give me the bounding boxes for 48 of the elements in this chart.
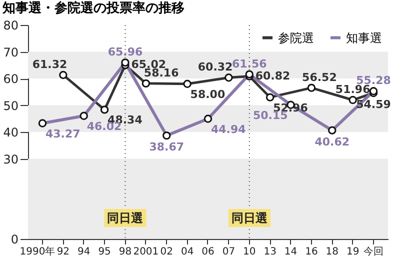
y-tick-label: 40 (3, 126, 18, 140)
x-tick-label: 98 (118, 246, 132, 258)
x-tick-label: 04 (180, 246, 194, 258)
y-tick-label: 70 (3, 45, 18, 60)
x-tick-label: 19 (346, 246, 360, 258)
x-tick-label: 92 (56, 246, 70, 258)
data-label: 56.52 (302, 70, 337, 84)
legend-label: 参院選 (278, 30, 314, 45)
point (307, 84, 316, 92)
data-label: 43.27 (45, 127, 80, 140)
point (266, 93, 274, 102)
point (142, 79, 150, 88)
x-tick-label: 13 (264, 246, 276, 258)
x-tick-label: 10 (243, 246, 256, 258)
data-label: 40.62 (314, 135, 350, 148)
point (59, 70, 68, 80)
data-label: 61.56 (232, 57, 268, 70)
x-tick-label: 1990年 (20, 246, 56, 258)
data-label: 38.67 (149, 140, 184, 154)
x-tick-label: 02 (160, 246, 173, 258)
y-tick-label: 60 (3, 72, 18, 86)
y-tick-label: 80 (3, 18, 18, 32)
data-label: 60.32 (198, 60, 233, 74)
point (348, 96, 357, 104)
x-tick-label: 今回 (364, 246, 384, 258)
x-tick-label: 2001 (133, 246, 159, 258)
y-tick-label: 30 (3, 152, 18, 166)
y-tick-label: 50 (3, 98, 18, 113)
x-tick-label: 07 (222, 246, 236, 258)
chart-title: 知事選・参院選の投票率の推移 (2, 0, 185, 16)
data-label: 60.82 (255, 69, 290, 82)
x-tick-label: 95 (98, 246, 111, 258)
data-label: 58.00 (190, 88, 226, 101)
ref-line-label: 同日選 (231, 211, 268, 225)
x-tick-label: 18 (326, 246, 339, 258)
legend-label: 知事選 (346, 30, 382, 45)
y-tick-label: 0 (10, 232, 18, 246)
data-label: 61.32 (32, 58, 68, 71)
point (100, 106, 109, 114)
ref-line-label: 同日選 (107, 211, 144, 225)
data-label: 44.94 (211, 122, 246, 136)
data-label: 65.96 (108, 46, 143, 59)
x-tick-label: 94 (77, 246, 90, 258)
point (183, 80, 192, 88)
x-tick-label: 14 (284, 246, 298, 258)
x-tick-label: 16 (305, 246, 318, 258)
point (224, 74, 233, 82)
x-tick-label: 06 (202, 246, 214, 258)
